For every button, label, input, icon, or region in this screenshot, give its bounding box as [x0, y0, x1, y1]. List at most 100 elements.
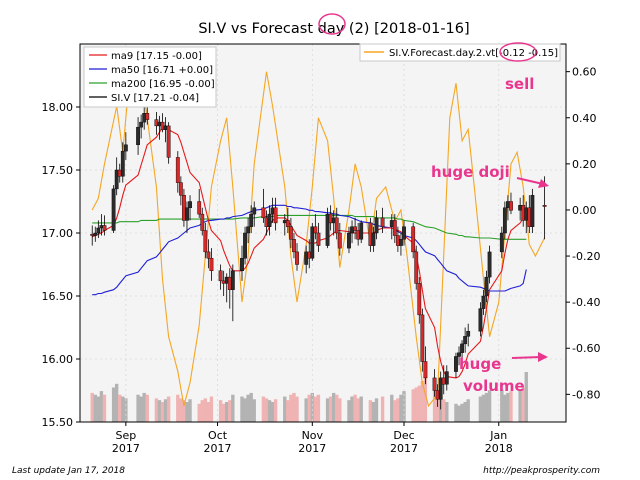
volume-bar [114, 383, 119, 422]
right-tick-label: -0.80 [572, 388, 600, 401]
footer-site-link[interactable]: http://peakprosperity.com [483, 466, 600, 476]
x-tick-year: 2017 [298, 442, 326, 455]
volume-bar [197, 403, 201, 422]
volume-bar [328, 396, 333, 422]
candle-body [460, 343, 464, 353]
volume-bar [283, 396, 287, 422]
candle-body [359, 222, 364, 240]
volume-bar [249, 392, 253, 422]
volume-bar [338, 398, 342, 422]
forecast-series [91, 58, 546, 408]
volume-bar [417, 385, 421, 422]
volume-bar [145, 394, 149, 422]
legend-left: ma9 [17.15 -0.00] ma50 [16.71 +0.00] ma200… [83, 46, 217, 108]
volume-bar [331, 392, 336, 422]
candle-body [243, 232, 247, 259]
legend-left-label: ma9 [17.15 -0.00] [111, 51, 202, 62]
volume-bar [292, 392, 296, 422]
candle-body [444, 371, 449, 385]
volume-bar [93, 394, 97, 422]
candle-body [414, 251, 419, 284]
candle-body [120, 150, 125, 177]
volume-bar [506, 392, 510, 422]
volume-bar [521, 387, 525, 422]
candle-body [188, 201, 192, 209]
title-highlight-circle [318, 13, 346, 35]
volume-bar [203, 398, 208, 422]
candle-body [316, 232, 321, 246]
right-tick-label: -0.60 [572, 342, 600, 355]
right-tick-label: -0.20 [572, 250, 600, 263]
volume-bar [221, 403, 226, 422]
x-tick-label: Jan [489, 429, 507, 442]
candle-body [96, 227, 101, 234]
volume-bar [252, 399, 256, 422]
candle-body [380, 217, 385, 227]
candle-body [292, 239, 296, 253]
candle-body [466, 331, 471, 337]
volume-bar [304, 398, 308, 422]
candle-body [499, 232, 504, 253]
candle-body [347, 232, 351, 249]
candle-body [371, 232, 376, 246]
volume-bar [460, 403, 464, 422]
volume-bar [353, 394, 357, 422]
candle-body [313, 226, 318, 234]
left-tick-label: 16.00 [42, 353, 74, 366]
left-tick-label: 16.50 [42, 290, 74, 303]
volume-bar [356, 398, 360, 422]
candle-body [200, 213, 205, 231]
right-tick-label: 0.20 [572, 158, 597, 171]
volume-bar [231, 394, 235, 422]
volume-bar [399, 394, 403, 422]
candle-body [353, 226, 357, 231]
candle-body [432, 377, 437, 391]
x-tick-label: Dec [393, 429, 414, 442]
annotation-volume: volume [463, 377, 525, 395]
legend-left-label: ma50 [16.71 +0.00] [111, 65, 213, 76]
candle-body [136, 126, 140, 146]
legend-right: SI.V.Forecast.day.2.vt[-0.12 -0.15] [359, 42, 561, 62]
left-tick-label: 17.00 [42, 227, 74, 240]
volume-bar [503, 394, 507, 422]
left-tick-label: 18.00 [42, 101, 74, 114]
x-tick-label: Oct [208, 429, 228, 442]
candle-body [249, 213, 254, 227]
candlesticks [90, 91, 547, 410]
ma200-line [92, 214, 527, 240]
candle-body [209, 258, 214, 272]
volume-bar [374, 398, 379, 422]
volume-bar [307, 394, 311, 422]
forecast-line [91, 58, 546, 408]
candle-body [481, 295, 486, 309]
candle-body [111, 188, 116, 231]
volume-bar [390, 394, 394, 422]
chart-title: SI.V vs Forecast day (2) [2018-01-16] [198, 21, 469, 37]
candle-body [402, 226, 406, 240]
right-y-axis: -0.80 -0.60 -0.40 -0.20 0.00 0.20 0.40 0.60 [566, 66, 600, 401]
volume-bar [463, 402, 467, 422]
legend-forecast-label: SI.V.Forecast.day.2.vt[-0.12 -0.15] [389, 48, 558, 59]
candle-body [145, 113, 150, 120]
volume-bar [273, 399, 278, 422]
legend-value-highlight-circle [499, 42, 537, 62]
volume-bar [393, 400, 397, 422]
volume-bar [160, 402, 165, 422]
candle-body [175, 157, 180, 183]
candle-body [206, 251, 211, 259]
volume-bar [411, 389, 415, 422]
volume-bar [350, 396, 354, 422]
volume-bar [188, 399, 192, 422]
volume-bar [179, 398, 183, 422]
candle-body [289, 226, 293, 240]
x-tick-year: 2017 [112, 442, 140, 455]
volume-bar [335, 394, 339, 422]
volume-bar [359, 396, 363, 422]
volume-bar [139, 396, 143, 422]
candle-body [487, 251, 492, 278]
volume-bar [420, 381, 425, 422]
volume-bar [261, 396, 266, 422]
candle-body [399, 239, 403, 246]
x-tick-year: 2017 [204, 442, 232, 455]
